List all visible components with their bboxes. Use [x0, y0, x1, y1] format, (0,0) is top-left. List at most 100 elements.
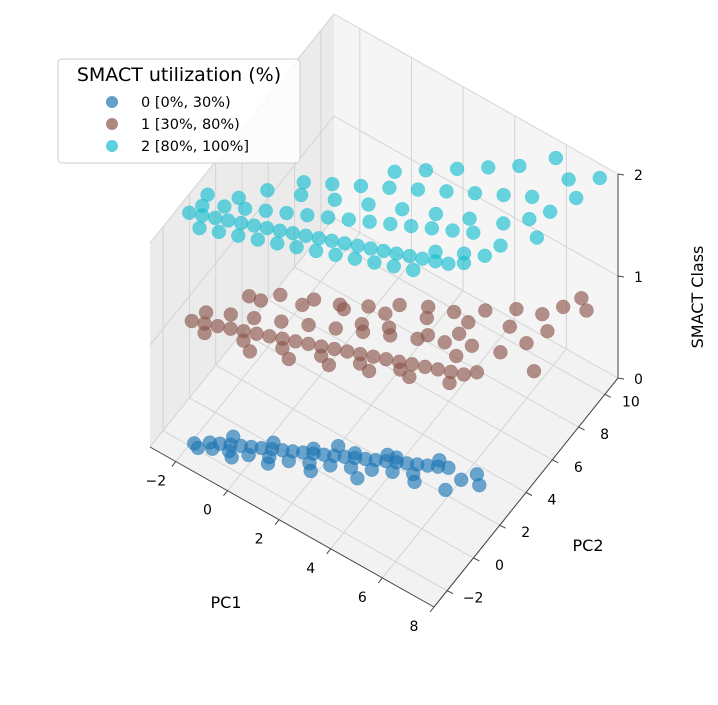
data-point-class-2 [456, 255, 472, 271]
x-tick-label: 6 [358, 590, 367, 606]
data-point-class-2 [376, 243, 391, 259]
data-point-class-2 [592, 170, 608, 186]
data-point-class-1 [355, 324, 371, 340]
x-tick-mark [326, 548, 332, 555]
data-point-class-2 [477, 248, 493, 264]
data-point-class-2 [269, 236, 285, 251]
data-point-class-1 [519, 335, 534, 351]
data-point-class-1 [274, 314, 289, 329]
data-point-class-2 [279, 205, 294, 221]
data-point-class-1 [579, 303, 594, 318]
data-point-class-2 [328, 247, 343, 263]
legend: SMACT utilization (%) 0 [0%, 30%) 1 [30%… [57, 58, 301, 164]
data-point-class-2 [327, 192, 343, 208]
data-point-class-1 [210, 318, 225, 334]
data-point-class-1 [392, 297, 407, 313]
grid-z-back [333, 13, 619, 175]
data-point-class-2 [308, 243, 324, 259]
x-tick-mark [171, 461, 177, 467]
data-point-class-1 [382, 328, 398, 343]
data-point-class-2 [561, 172, 576, 187]
data-point-class-2 [496, 187, 511, 203]
data-point-class-2 [220, 213, 236, 228]
z-tick-label: 2 [634, 168, 643, 184]
legend-marker-class-0 [106, 96, 118, 108]
data-point-class-2 [259, 220, 275, 236]
x-tick-label: 8 [410, 619, 419, 635]
data-point-class-2 [347, 251, 363, 266]
data-point-class-2 [361, 197, 376, 212]
data-point-class-1 [236, 333, 251, 348]
y-tick-mark [578, 426, 585, 431]
legend-marker-class-2 [106, 140, 118, 152]
axis-ticks: −2 0 2 4 6 8 −2 0 2 4 6 8 10 0 1 2 [145, 168, 642, 635]
data-point-class-2 [496, 216, 511, 231]
data-point-class-1 [301, 336, 316, 352]
legend-label-class-2: 2 [80%, 100%] [141, 139, 249, 155]
data-point-class-1 [328, 321, 344, 336]
data-point-class-1 [306, 292, 322, 307]
grid-y-floor [215, 364, 500, 526]
y-tick-label: 10 [622, 394, 640, 410]
legend-marker-class-1 [106, 118, 118, 130]
x-tick-mark [429, 606, 435, 613]
data-point-class-0 [224, 450, 239, 465]
data-point-class-2 [389, 246, 404, 261]
data-point-class-2 [231, 190, 246, 206]
data-point-class-2 [467, 185, 483, 201]
data-point-class-2 [237, 201, 253, 216]
data-point-class-2 [258, 203, 274, 219]
data-point-class-2 [439, 184, 454, 199]
data-point-class-1 [574, 290, 589, 306]
data-point-class-0 [472, 477, 487, 493]
y-tick-label: 4 [548, 493, 557, 509]
data-point-class-2 [382, 180, 397, 196]
data-point-class-2 [449, 161, 465, 177]
legend-label-class-0: 0 [0%, 30%) [141, 95, 231, 111]
x-axis-label: PC1 [211, 593, 242, 612]
data-point-class-1 [242, 344, 258, 359]
data-point-class-2 [383, 216, 398, 232]
data-point-class-2 [481, 160, 496, 175]
y-tick-label: 6 [574, 460, 583, 476]
data-point-class-2 [337, 236, 352, 251]
data-point-class-1 [502, 319, 518, 334]
data-point-class-2 [410, 182, 426, 197]
data-points [181, 150, 608, 498]
legend-label-class-1: 1 [30%, 80%) [141, 117, 240, 133]
data-point-class-2 [542, 204, 558, 220]
data-point-class-2 [512, 158, 527, 174]
data-point-class-2 [405, 262, 421, 278]
data-point-class-2 [207, 210, 223, 226]
data-point-class-2 [192, 220, 207, 236]
y-tick-mark [604, 393, 612, 398]
x-tick-label: 4 [306, 561, 315, 577]
data-point-class-2 [402, 248, 417, 264]
grid-y-floor [189, 397, 474, 559]
data-point-class-0 [190, 440, 206, 456]
data-point-class-2 [250, 232, 266, 247]
data-point-class-1 [365, 349, 381, 364]
data-point-class-2 [293, 187, 309, 203]
data-point-class-2 [428, 253, 443, 269]
data-point-class-2 [353, 178, 369, 194]
x-tick-mark [223, 490, 228, 496]
data-point-class-1 [493, 345, 508, 360]
data-point-class-2 [418, 163, 434, 178]
data-point-class-1 [246, 310, 262, 326]
data-point-class-1 [419, 310, 435, 326]
data-point-class-1 [361, 363, 377, 379]
data-point-class-2 [298, 228, 314, 244]
data-point-class-1 [262, 329, 277, 344]
data-point-class-1 [464, 338, 480, 354]
data-point-class-1 [540, 323, 555, 339]
data-point-class-2 [325, 176, 340, 192]
data-point-class-1 [281, 351, 297, 367]
data-point-class-1 [223, 321, 238, 336]
y-tick-label: 2 [521, 525, 530, 541]
y-tick-mark [552, 459, 559, 464]
data-point-class-2 [217, 199, 232, 214]
y-tick-label: 8 [600, 427, 609, 443]
data-point-class-2 [462, 211, 477, 226]
